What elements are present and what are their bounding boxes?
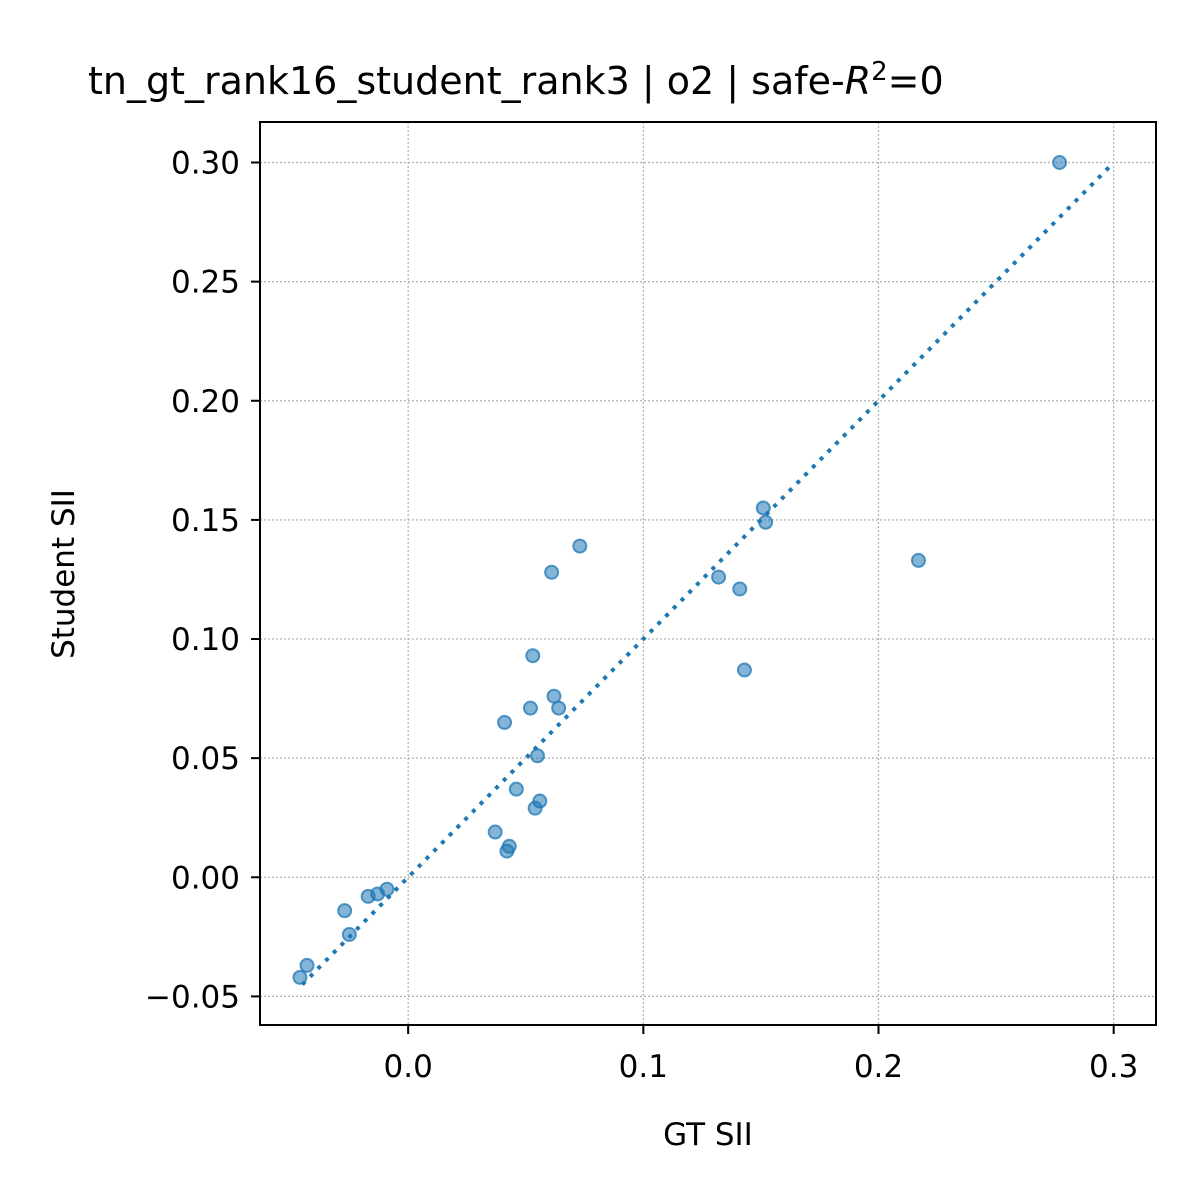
scatter-point <box>736 662 752 678</box>
y-tick-label: 0.00 <box>171 860 240 896</box>
chart-title-variable: R <box>845 59 871 103</box>
scatter-point <box>497 714 513 730</box>
scatter-point <box>755 500 771 516</box>
chart-title-main: tn_gt_rank16_student_rank3 | o2 | safe- <box>88 59 845 104</box>
scatter-point <box>711 569 727 585</box>
x-tick-label: 0.3 <box>1089 1049 1138 1085</box>
y-tick-label: 0.05 <box>171 741 240 777</box>
scatter-point <box>341 926 357 942</box>
chart-title-superscript: 2 <box>871 57 888 87</box>
scatter-point <box>499 843 515 859</box>
scatter-point <box>544 564 560 580</box>
scatter-point <box>551 700 567 716</box>
scatter-point <box>337 903 353 919</box>
scatter-point <box>487 824 503 840</box>
plot-frame <box>259 121 1157 1026</box>
scatter-point <box>360 888 376 904</box>
scatter-point <box>525 648 541 664</box>
chart-title-tail: =0 <box>888 59 944 103</box>
axis-ticks: 0.0 0.1 0.2 0.3 −0.05 0.00 0.05 0.10 0.15 0.20 0.2… <box>145 146 1138 1085</box>
scatter-point <box>522 700 538 716</box>
scatter-point <box>732 581 748 597</box>
scatter-point <box>530 748 546 764</box>
x-tick-label: 0.1 <box>619 1049 668 1085</box>
scatter-point <box>572 538 588 554</box>
reference-line <box>300 165 1111 986</box>
x-tick-label: 0.0 <box>384 1049 433 1085</box>
y-tick-label: 0.10 <box>171 622 240 658</box>
y-tick-label: 0.20 <box>171 384 240 420</box>
x-axis-label: GT SII <box>663 1117 753 1153</box>
grid <box>260 122 1156 1025</box>
scatter-point <box>292 969 308 985</box>
chart-title: tn_gt_rank16_student_rank3 | o2 | safe-R… <box>88 57 944 104</box>
y-tick-label: 0.15 <box>171 503 240 539</box>
scatter-point <box>299 957 315 973</box>
scatter-point <box>1052 155 1068 171</box>
y-tick-label: 0.30 <box>171 146 240 182</box>
y-axis-label: Student SII <box>46 489 82 659</box>
y-tick-label: −0.05 <box>145 979 240 1015</box>
scatter-points <box>292 155 1068 985</box>
scatter-point <box>910 552 926 568</box>
scatter-point <box>508 781 524 797</box>
y-tick-label: 0.25 <box>171 265 240 301</box>
scatter-point <box>527 800 543 816</box>
scatter-point <box>758 514 774 530</box>
x-tick-label: 0.2 <box>854 1049 903 1085</box>
